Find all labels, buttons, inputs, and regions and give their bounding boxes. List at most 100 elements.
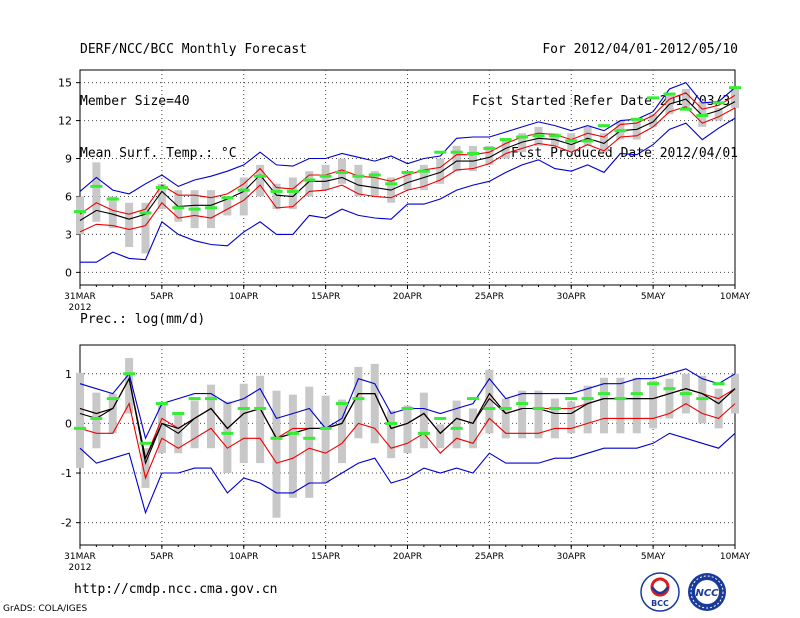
spread-box [370,363,379,444]
observed-mark [712,382,725,386]
observed-mark [614,129,627,133]
spread-box [403,405,412,454]
observed-mark [450,426,463,430]
observed-mark [630,117,643,121]
x-tick-sublabel: 2012 [69,563,92,573]
spread-box [157,405,166,454]
spread-box [239,177,248,216]
observed-mark [368,173,381,177]
spread-box [207,384,215,449]
observed-mark [106,197,119,201]
observed-mark [630,392,643,396]
spread-box [141,202,150,254]
observed-mark [516,402,529,406]
x-tick-label: 5APR [150,552,174,562]
spread-box [469,408,477,449]
spread-box [731,88,739,108]
y-tick-label: -2 [61,517,72,530]
x-tick-label: 10APR [229,292,258,302]
spread-box [436,158,445,184]
spread-box [92,162,101,222]
observed-mark [336,170,348,174]
x-tick-label: 5APR [150,292,174,302]
footer-url[interactable]: http://cmdp.ncc.cma.gov.cn [74,582,278,597]
observed-mark [581,397,594,401]
spread-box [469,145,477,172]
spread-box [583,126,592,146]
ncc-logo: NCC [688,573,726,611]
spread-box [436,424,445,449]
observed-mark [548,134,561,138]
observed-mark [205,397,217,401]
observed-mark [385,182,398,186]
bcc-logo: BCC [640,572,680,612]
observed-mark [172,411,185,415]
observed-mark [172,206,185,210]
forecast-period: For 2012/04/01-2012/05/10 [542,42,738,57]
observed-mark [696,114,709,118]
observed-mark [598,124,610,128]
observed-mark [417,169,430,173]
spread-box [272,390,281,518]
observed-mark [647,96,660,100]
spread-box [665,378,674,419]
observed-mark [106,397,119,401]
observed-mark [499,407,512,411]
x-tick-label: 15APR [311,292,340,302]
spread-box [550,398,559,439]
observed-mark [565,139,578,143]
x-tick-label: 10MAY [720,552,751,562]
y-tick-label: 15 [58,77,72,90]
observed-mark [712,101,725,105]
observed-mark [729,86,741,90]
observed-mark [286,431,299,435]
spread-box [616,377,625,434]
spread-box [714,107,723,121]
observed-mark [450,150,463,154]
observed-mark [401,407,414,411]
spread-box [76,372,84,469]
spread-box [403,171,412,191]
spread-box [256,164,265,197]
observed-mark [319,174,332,178]
spread-box [223,196,232,216]
observed-mark [270,436,283,440]
spread-box [501,398,510,439]
observed-mark [532,134,545,138]
observed-mark [401,170,414,174]
observed-mark [155,186,168,190]
observed-mark [139,211,152,215]
spread-box [518,390,527,439]
series-lower-bound [79,432,736,515]
spread-box [681,88,690,108]
y-tick-label: 0 [65,266,72,279]
series-upper-inner [79,92,736,215]
spread-box [125,357,134,414]
x-tick-label: 30APR [557,292,586,302]
y-tick-label: 12 [58,115,72,128]
spread-box [272,183,281,210]
spread-box [649,114,658,127]
spread-box [485,145,494,165]
y-tick-label: 6 [65,190,72,203]
x-tick-label: 10MAY [720,292,751,302]
observed-mark [90,416,103,420]
observed-mark [221,431,234,435]
x-tick-label: 31MAR [64,552,96,562]
spread-box [632,120,641,140]
observed-mark [499,138,512,142]
observed-mark [205,206,217,210]
y-tick-label: 9 [65,153,72,166]
spread-box [632,377,641,434]
spread-box [600,377,608,434]
spread-box [288,394,297,498]
observed-mark [352,174,365,178]
spread-box [354,366,363,439]
y-tick-label: 3 [65,228,72,241]
series-upper-bound [79,81,736,195]
spread-box [583,385,592,434]
observed-mark [352,397,365,401]
spread-box [731,373,739,414]
